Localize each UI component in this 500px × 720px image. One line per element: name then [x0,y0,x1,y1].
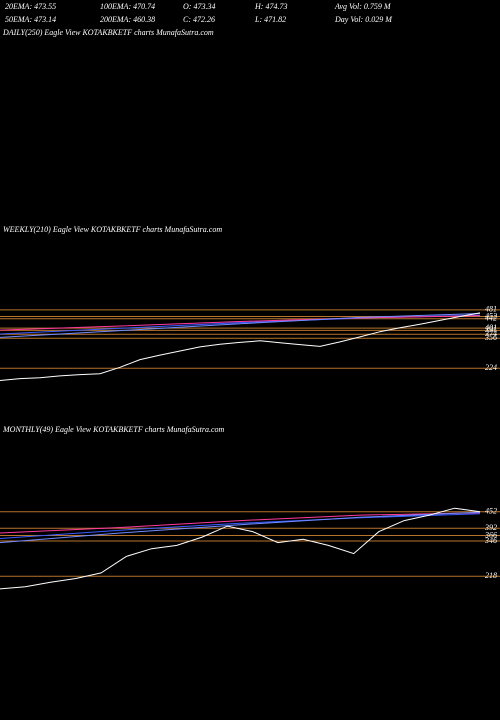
level-label: 391 [484,325,497,334]
panel-title: MONTHLY(49) Eagle View KOTAKBKETF charts… [2,425,225,434]
daily-title: DAILY(250) Eagle View KOTAKBKETF charts … [2,28,214,37]
level-label: 366 [484,530,497,539]
level-label: 224 [485,363,497,372]
level-label: 346 [484,536,497,545]
level-label: 218 [485,571,497,580]
series-line [0,511,481,544]
panel-title: WEEKLY(210) Eagle View KOTAKBKETF charts… [3,225,222,234]
series-line [0,507,481,590]
level-label: 442 [485,314,497,323]
header-stat: Day Vol: 0.029 M [334,15,393,24]
series-line [0,312,481,381]
header-stat: 100EMA: 470.74 [100,2,155,11]
series-line [0,315,481,331]
level-label: 452 [485,311,497,320]
series-line [0,314,481,335]
series-line [0,313,481,338]
header-stat: 200EMA: 460.38 [100,15,155,24]
header-stat: 50EMA: 473.14 [5,15,56,24]
level-label: 452 [485,507,497,516]
level-label: 374 [484,329,497,338]
header-stat: C: 472.26 [183,15,215,24]
header-stat: O: 473.34 [183,2,215,11]
series-line [0,512,481,534]
header-stat: Avg Vol: 0.759 M [334,2,392,11]
level-label: 356 [484,333,497,342]
level-label: 401 [485,323,497,332]
header-stat: H: 474.73 [254,2,287,11]
header-stat: L: 471.82 [254,15,286,24]
level-label: 392 [484,523,497,532]
level-label: 481 [485,305,497,314]
series-line [0,513,481,539]
header-stat: 20EMA: 473.55 [5,2,56,11]
